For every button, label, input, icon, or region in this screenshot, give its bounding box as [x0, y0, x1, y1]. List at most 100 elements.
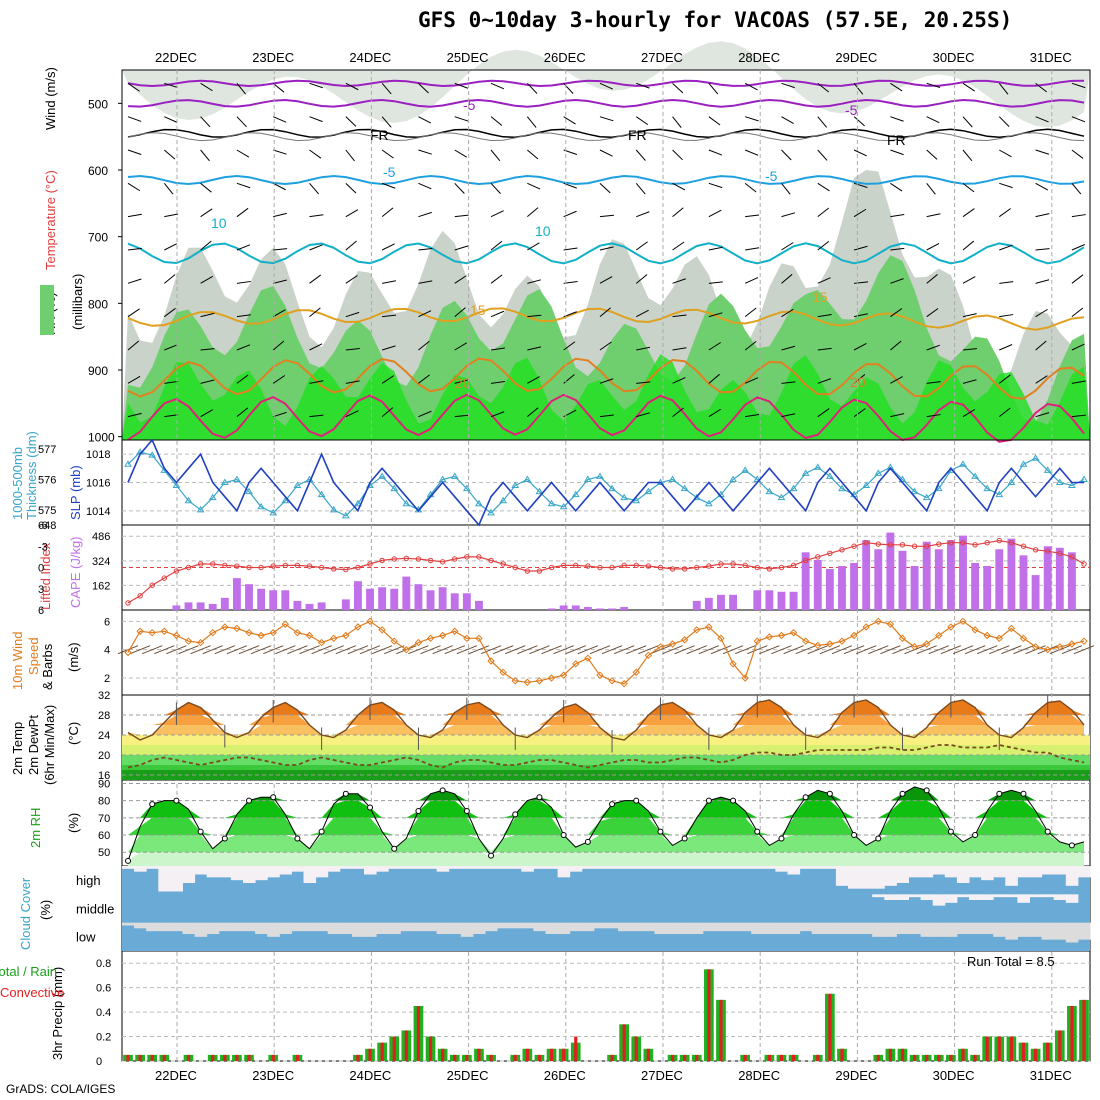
upper-wind-barb	[381, 407, 394, 418]
label-2m-rh: 2m RH	[28, 808, 43, 848]
cloud-low-bar	[1077, 922, 1091, 940]
precip-convective-bar	[912, 1054, 917, 1061]
upper-wind-barb	[200, 240, 212, 251]
wind-speed-point	[257, 631, 265, 640]
cloud-high-bar	[751, 866, 764, 869]
wind-speed-point	[1019, 634, 1028, 643]
cloud-low-bar	[279, 922, 292, 934]
contour-25	[127, 393, 1085, 443]
cape-bar	[305, 603, 314, 610]
thickness-point	[838, 484, 846, 492]
precip-convective-bar	[840, 1048, 844, 1061]
upper-wind-barb	[672, 377, 686, 384]
rh-point	[367, 804, 374, 811]
upper-y-tick: 1000	[88, 431, 115, 445]
upper-wind-barb	[817, 82, 830, 93]
cloud-high-bar	[811, 866, 825, 869]
date-label-bottom: 27DEC	[641, 1068, 683, 1083]
upper-wind-barb	[454, 245, 469, 251]
cloud-high-bar	[146, 866, 159, 869]
upper-wind-barb	[890, 149, 904, 156]
upper-wind-barb	[309, 149, 322, 159]
wind-speed-point	[426, 634, 435, 643]
rh-point	[584, 838, 591, 845]
wind-barb	[129, 645, 151, 655]
upper-wind-barb	[345, 116, 357, 127]
thickness-point	[124, 460, 132, 467]
rh-point	[391, 845, 398, 852]
upper-wind-barb	[563, 210, 577, 218]
rh-tick: 90	[98, 778, 110, 790]
cloud-low-bar	[255, 922, 268, 934]
rh-point	[270, 794, 277, 801]
wind-speed-point	[959, 617, 967, 626]
wind-speed-point	[608, 677, 616, 685]
cloud-low-bar	[896, 922, 909, 934]
rh-point	[294, 835, 301, 842]
li-point	[197, 561, 204, 567]
upper-wind-barb	[127, 278, 142, 284]
upper-y-tick: 600	[88, 164, 108, 178]
upper-wind-barb	[853, 83, 864, 95]
upper-wind-barb	[817, 313, 832, 318]
precip-convective-bar	[368, 1048, 372, 1061]
cape-bar	[850, 562, 859, 610]
upper-wind-barb	[490, 381, 505, 384]
upper-wind-barb	[999, 149, 1012, 158]
precip-convective-bar	[465, 1054, 469, 1061]
li-point	[1044, 548, 1051, 554]
cloud-high-bar	[448, 866, 462, 869]
li-tick: 6	[38, 605, 44, 617]
cloud-high-bar	[267, 866, 280, 878]
precip-convective-bar	[719, 999, 723, 1061]
rh-point	[342, 790, 349, 797]
upper-wind-barb	[636, 82, 650, 89]
wind-barb	[626, 645, 647, 655]
label-convective: Convective	[0, 985, 64, 1000]
cloud-high-bar	[206, 866, 220, 878]
rh-point	[415, 807, 422, 814]
cloud-low-bar	[618, 922, 631, 932]
label-thickness-b: Thickness (dm)	[24, 431, 39, 520]
cape-bar	[692, 600, 701, 610]
cape-bar	[414, 584, 423, 610]
upper-wind-barb	[635, 274, 648, 284]
thickness-point	[741, 466, 750, 473]
upper-wind-barb	[636, 211, 650, 218]
rh-point	[1020, 790, 1027, 797]
wind-barb	[952, 645, 974, 655]
upper-wind-barb	[781, 149, 792, 161]
cloud-high-bar	[279, 866, 292, 875]
upper-wind-barb	[599, 82, 613, 90]
upper-y-tick: 900	[88, 364, 108, 378]
cloud-high-bar	[509, 866, 522, 869]
cloud-low-bar	[291, 922, 304, 932]
upper-wind-barb	[817, 408, 830, 418]
upper-wind-barb	[781, 381, 796, 384]
wind-barb	[638, 645, 659, 655]
upper-wind-barb	[164, 243, 178, 251]
temp-tick: 20	[98, 750, 110, 762]
upper-wind-barb	[236, 374, 249, 384]
wind-speed-point	[898, 634, 907, 643]
upper-wind-barb	[599, 149, 613, 157]
li-point	[984, 540, 990, 546]
upper-wind-barb	[999, 182, 1013, 189]
cloud-high-bar	[303, 866, 317, 883]
rh-point	[1068, 842, 1075, 849]
precip-convective-bar	[477, 1048, 481, 1061]
wind-barb	[541, 645, 562, 655]
li-tick: -6	[38, 520, 48, 532]
upper-wind-barb	[527, 182, 541, 190]
upper-wind-barb	[708, 246, 723, 251]
precip-convective-bar	[1021, 1042, 1026, 1061]
li-point	[1057, 550, 1063, 557]
wind-speed-point	[971, 626, 979, 634]
cloud-low-bar	[763, 922, 776, 934]
wind-barb	[154, 645, 175, 655]
upper-wind-barb	[309, 214, 324, 218]
rh-point	[754, 828, 761, 835]
li-point	[936, 541, 942, 547]
upper-y-tick: 800	[88, 297, 108, 311]
upper-wind-barb	[418, 182, 432, 190]
